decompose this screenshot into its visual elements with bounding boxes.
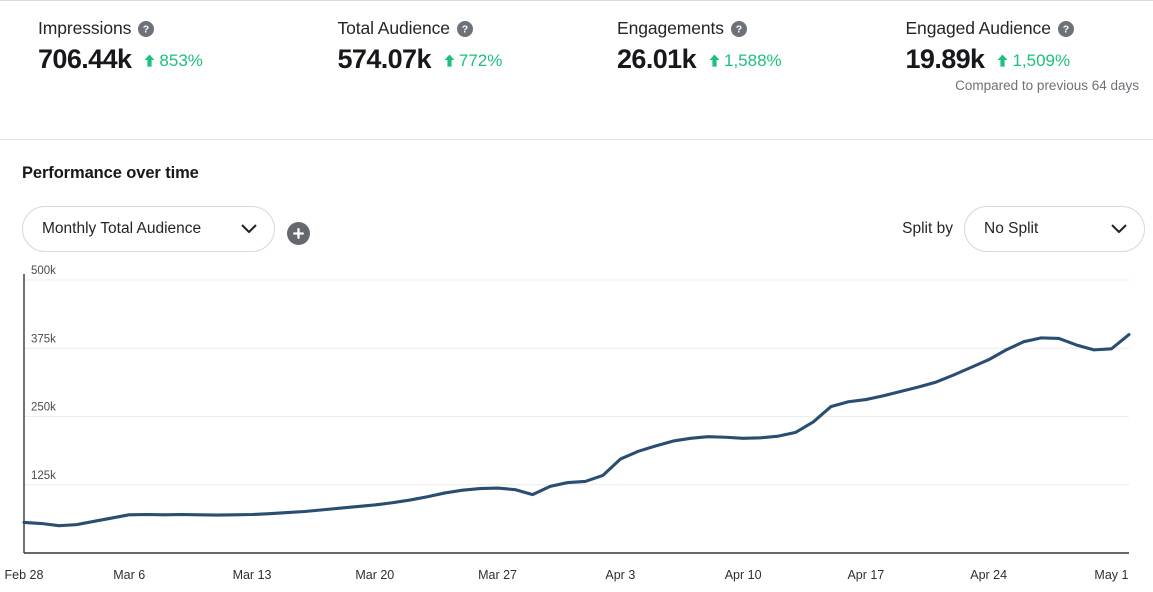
kpi-value-line: 574.07k 772%	[337, 43, 589, 75]
arrow-up-icon	[143, 53, 156, 68]
kpi-value-line: 26.01k 1,588%	[617, 43, 883, 75]
kpi-value: 574.07k	[337, 44, 431, 74]
help-circle-icon[interactable]: ?	[138, 21, 155, 37]
x-axis-tick-label: Mar 27	[478, 568, 517, 582]
chevron-down-icon	[1095, 224, 1127, 234]
metric-select[interactable]: Monthly Total Audience	[22, 206, 275, 252]
svg-text:?: ?	[462, 24, 468, 36]
x-axis-tick-label: Mar 13	[233, 568, 272, 582]
x-axis-tick-label: May 1	[1094, 568, 1128, 582]
chart-canvas: 125k 250k 375k 500k Feb 28 Mar 6 Mar 13 Mar 20 M…	[5, 265, 1131, 582]
kpi-value-line: 706.44k 853%	[38, 43, 299, 75]
top-divider	[0, 0, 1153, 1]
metric-select-value: Monthly Total Audience	[42, 220, 202, 237]
chart-line-series	[22, 333, 1131, 528]
chevron-down-icon	[225, 224, 257, 234]
x-axis-tick-label: Mar 20	[355, 568, 394, 582]
help-circle-icon[interactable]: ?	[1057, 21, 1074, 37]
kpi-delta-value: 1,588%	[723, 50, 782, 70]
svg-text:?: ?	[736, 24, 742, 36]
kpi-label: Engaged Audience	[905, 18, 1051, 38]
kpi-delta: 1,588%	[708, 49, 782, 73]
chart-controls: Monthly Total Audience Split by No Split	[0, 206, 1153, 254]
kpi-delta: 1,509%	[996, 49, 1070, 73]
x-axis-tick-label: Apr 17	[847, 568, 884, 582]
split-by-label: Split by	[902, 220, 953, 237]
x-axis-tick-label: Apr 10	[725, 568, 762, 582]
plus-icon	[293, 228, 304, 239]
help-circle-icon[interactable]: ?	[456, 21, 473, 37]
kpi-value: 26.01k	[617, 44, 697, 74]
kpi-card-engagements: Engagements ? 26.01k 1,588%	[589, 1, 883, 75]
arrow-up-icon	[708, 53, 721, 68]
kpi-label: Total Audience	[337, 18, 450, 38]
kpi-label-line: Engagements ?	[617, 17, 883, 39]
arrow-up-icon	[443, 53, 456, 68]
y-axis-tick-label: 250k	[31, 402, 56, 414]
comparison-note: Compared to previous 64 days	[955, 78, 1139, 93]
kpi-delta-value: 1,509%	[1012, 50, 1071, 70]
kpi-label-line: Total Audience ?	[337, 17, 589, 39]
kpi-value-line: 19.89k 1,509%	[905, 43, 1153, 75]
kpi-label: Engagements	[617, 18, 724, 38]
kpi-label: Impressions	[38, 18, 132, 38]
add-metric-button[interactable]	[287, 222, 310, 245]
x-axis-tick-label: Mar 6	[113, 568, 145, 582]
svg-text:?: ?	[143, 24, 149, 36]
kpi-delta: 772%	[443, 49, 502, 73]
y-axis-tick-label: 125k	[31, 470, 56, 482]
kpi-delta: 853%	[143, 49, 203, 73]
kpi-delta-value: 772%	[458, 50, 503, 70]
kpi-value: 706.44k	[38, 44, 132, 74]
section-divider	[0, 139, 1153, 140]
split-select[interactable]: No Split	[964, 206, 1145, 252]
kpi-label-line: Impressions ?	[38, 17, 299, 39]
help-circle-icon[interactable]: ?	[730, 21, 747, 37]
y-axis-tick-label: 500k	[31, 265, 56, 277]
arrow-up-icon	[996, 53, 1009, 68]
kpi-delta-value: 853%	[159, 50, 203, 70]
x-axis-tick-label: Apr 24	[970, 568, 1007, 582]
split-by-control: Split by No Split	[902, 206, 1145, 252]
performance-line-chart: 125k 250k 375k 500k Feb 28 Mar 6 Mar 13 Mar 20 M…	[0, 262, 1153, 592]
kpi-summary-row: Impressions ? 706.44k 853% Total Audienc…	[0, 1, 1153, 139]
page-title: Performance over time	[22, 164, 199, 182]
kpi-value: 19.89k	[905, 44, 985, 74]
kpi-card-engaged-audience: Engaged Audience ? 19.89k 1,509% Compare…	[883, 1, 1153, 93]
kpi-card-impressions: Impressions ? 706.44k 853%	[0, 1, 299, 75]
kpi-label-line: Engaged Audience ?	[905, 17, 1153, 39]
x-axis-tick-label: Feb 28	[5, 568, 44, 582]
x-axis-tick-label: Apr 3	[605, 568, 635, 582]
y-axis-tick-label: 375k	[31, 333, 56, 345]
svg-text:?: ?	[1063, 24, 1069, 36]
split-select-value: No Split	[984, 220, 1039, 237]
kpi-card-total-audience: Total Audience ? 574.07k 772%	[299, 1, 589, 75]
